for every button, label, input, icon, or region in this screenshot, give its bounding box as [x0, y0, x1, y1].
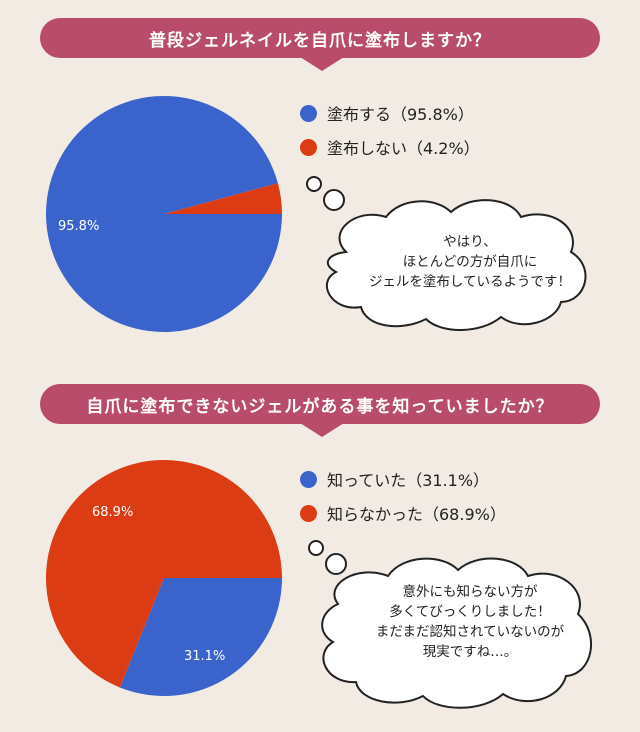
thought-bubble — [308, 540, 593, 709]
banner-tail — [300, 423, 344, 437]
pie-slice-knew — [119, 578, 283, 696]
legend-label: 知らなかった（68.9%） — [327, 505, 506, 524]
legend-label: 塗布する（95.8%） — [327, 105, 474, 124]
comment-line: ジェルを塗布しているようです！ — [368, 274, 572, 290]
comment-line: まだまだ認知されていないのが — [375, 624, 565, 640]
legend-dot-red — [300, 138, 317, 156]
legend-label: 塗布しない（4.2%） — [327, 139, 480, 158]
legend-item-did-not-know: 知らなかった（68.9%） — [300, 496, 506, 530]
legend-dot-blue — [300, 104, 317, 122]
comment-line: ほとんどの方が自爪に — [402, 254, 538, 270]
pie-slice-not-apply — [164, 183, 282, 214]
bubble-comment: やはり、 ほとんどの方が自爪に ジェルを塗布しているようです！ — [320, 232, 620, 292]
pie-label-apply: 95.8% — [58, 219, 99, 234]
comment-line: 意外にも知らない方が — [402, 584, 538, 600]
thought-bubble — [306, 176, 587, 331]
legend-label: 知っていた（31.1%） — [327, 471, 490, 490]
legend-item-apply: 塗布する（95.8%） — [300, 96, 480, 130]
pie-chart: 95.8% — [46, 96, 282, 333]
bubble-comment: 意外にも知らない方が 多くてびっくりしました！ まだまだ認知されていないのが 現… — [320, 582, 620, 662]
pie-slice-did-not-know — [45, 460, 282, 688]
legend: 知っていた（31.1%） 知らなかった（68.9%） — [300, 462, 506, 530]
pie-label-knew: 31.1% — [184, 649, 225, 664]
question-banner: 普段ジェルネイルを自爪に塗布しますか？ — [40, 18, 600, 58]
question-banner: 自爪に塗布できないジェルがある事を知っていましたか？ — [40, 384, 600, 424]
legend: 塗布する（95.8%） 塗布しない（4.2%） — [300, 96, 480, 164]
legend-dot-blue — [300, 470, 317, 488]
pie-label-did-not-know: 68.9% — [92, 505, 133, 520]
banner-tail — [300, 57, 344, 71]
comment-line: 現実ですね…。 — [422, 644, 518, 660]
legend-item-knew: 知っていた（31.1%） — [300, 462, 506, 496]
legend-item-not-apply: 塗布しない（4.2%） — [300, 130, 480, 164]
legend-dot-red — [300, 504, 317, 522]
pie-slice-apply — [46, 96, 282, 333]
comment-line: やはり、 — [443, 234, 497, 250]
pie-chart: 31.1% 68.9% — [45, 460, 283, 696]
survey-section-1: 普段ジェルネイルを自爪に塗布しますか？ 95.8% 塗布する（95.8%） 塗布… — [0, 0, 640, 360]
survey-section-2: 自爪に塗布できないジェルがある事を知っていましたか？ 31.1% 68.9% 知っ… — [0, 366, 640, 732]
comment-line: 多くてびっくりしました！ — [389, 604, 551, 620]
